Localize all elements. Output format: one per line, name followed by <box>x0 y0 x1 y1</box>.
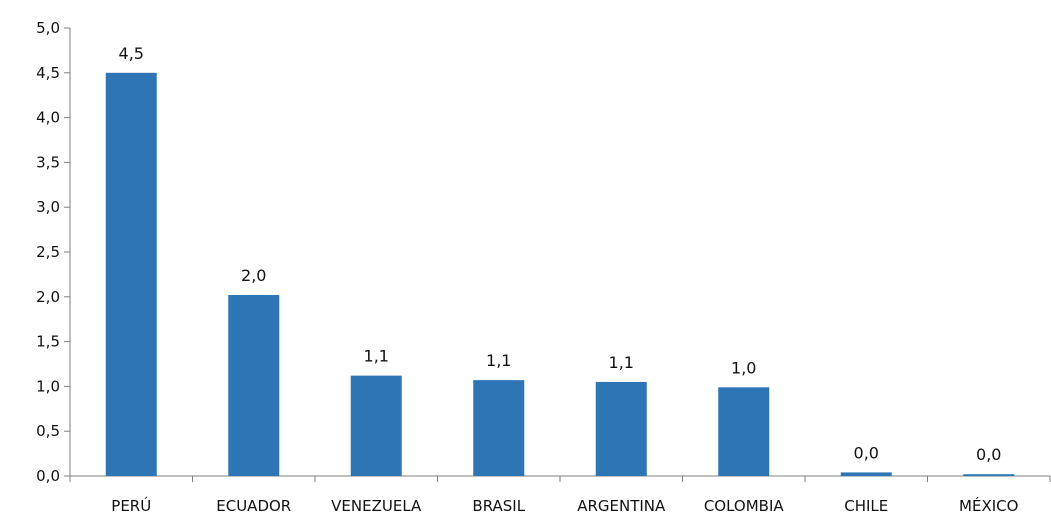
y-tick-label: 4,5 <box>36 64 60 82</box>
x-category-label: BRASIL <box>472 497 525 515</box>
x-axis: PERÚ ECUADOR VENEZUELA BRASIL ARGENTINA COLOM… <box>69 475 1051 515</box>
y-tick-label: 0,5 <box>36 422 60 440</box>
data-label: 1,0 <box>731 358 756 377</box>
bar <box>718 387 770 476</box>
y-tick-label: 3,5 <box>36 153 60 171</box>
data-label: 4,5 <box>119 44 144 63</box>
x-category-label: VENEZUELA <box>331 497 422 515</box>
y-tick-label: 0,0 <box>36 467 60 485</box>
bar <box>840 472 892 476</box>
data-labels: 4,5 2,0 1,1 1,1 1,1 1,0 0,0 0,0 <box>119 44 1002 464</box>
bar <box>963 474 1015 476</box>
data-label: 1,1 <box>486 351 511 370</box>
y-axis: 0,0 0,5 1,0 1,5 2,0 2,5 3,0 3,5 4,0 4,5 5,0 <box>36 19 71 485</box>
y-tick-label: 2,5 <box>36 243 60 261</box>
x-category-label: ARGENTINA <box>577 497 666 515</box>
data-label: 2,0 <box>241 266 266 285</box>
bar <box>228 295 280 476</box>
y-tick-label: 3,0 <box>36 198 60 216</box>
bar <box>105 72 157 477</box>
bar <box>473 380 525 476</box>
y-tick-label: 4,0 <box>36 109 60 127</box>
x-category-label: CHILE <box>844 497 888 515</box>
bar <box>350 375 402 476</box>
data-label: 1,1 <box>609 353 634 372</box>
data-label: 0,0 <box>854 443 879 462</box>
x-category-label: PERÚ <box>111 496 151 515</box>
bar <box>595 381 647 476</box>
x-category-label: COLOMBIA <box>704 497 785 515</box>
y-tick-label: 1,5 <box>36 333 60 351</box>
x-category-label: MÉXICO <box>959 496 1018 515</box>
x-category-label: ECUADOR <box>216 497 291 515</box>
y-tick-label: 2,0 <box>36 288 60 306</box>
y-tick-label: 5,0 <box>36 19 60 37</box>
bars <box>105 72 1015 477</box>
data-label: 1,1 <box>364 347 389 366</box>
y-tick-label: 1,0 <box>36 377 60 395</box>
data-label: 0,0 <box>976 445 1001 464</box>
